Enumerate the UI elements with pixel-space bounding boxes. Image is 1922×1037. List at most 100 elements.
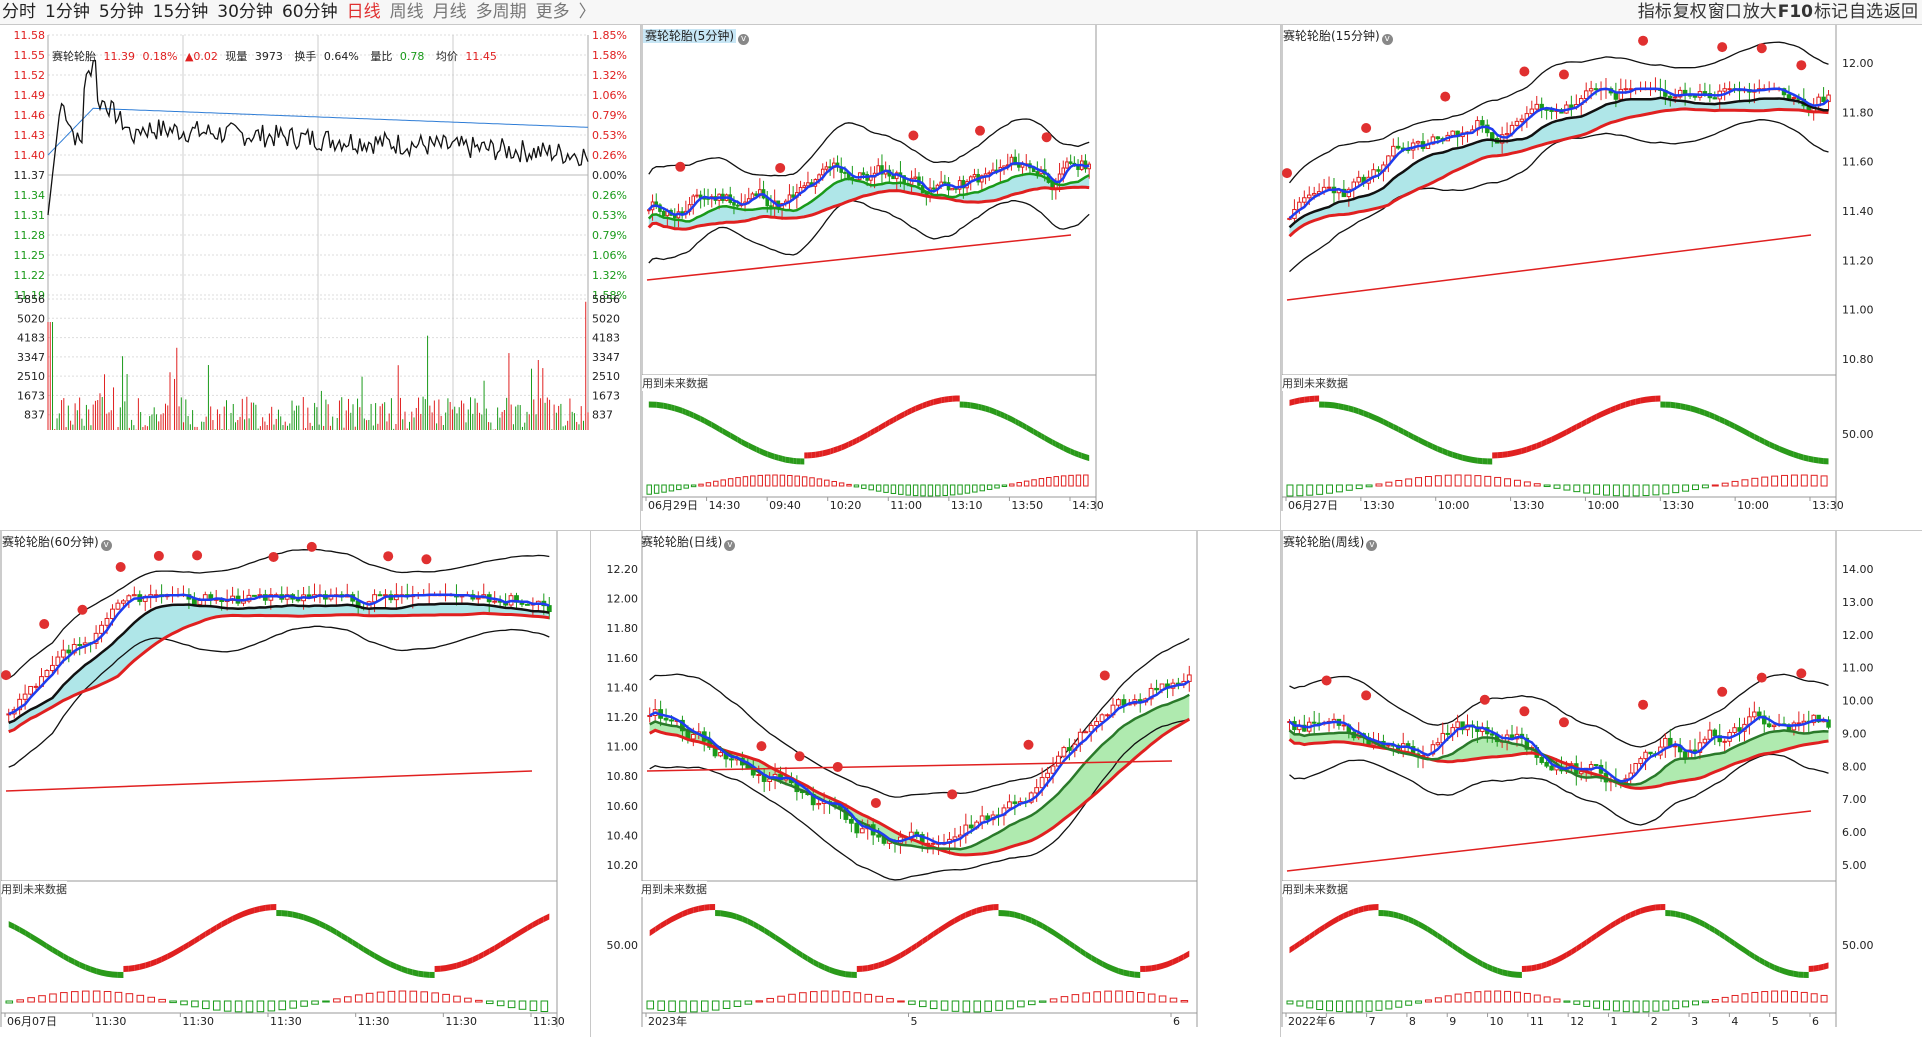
tab-4[interactable]: 30分钟 [217, 2, 273, 22]
more-arrow-icon[interactable]: 〉 [578, 2, 596, 22]
oscillator-segment [1004, 910, 1010, 917]
oscillator-segment [778, 454, 783, 462]
tool-2[interactable]: 窗口 [1707, 2, 1742, 22]
tool-0[interactable]: 指标 [1637, 2, 1672, 22]
signal-marker-icon [39, 619, 50, 630]
histogram-bar [929, 1000, 938, 1010]
panel-menu-icon[interactable]: v [1366, 540, 1378, 551]
tool-5[interactable]: 标记 [1814, 2, 1848, 22]
histogram-bar [1001, 484, 1008, 487]
panel-menu-icon[interactable]: v [738, 34, 749, 45]
panel-weekly[interactable]: 赛轮轮胎(周线)v 用到未来数据 12.0011.7511.5011.2511.… [1281, 531, 1922, 1037]
band-fill [8, 603, 550, 732]
histogram-bar [1434, 475, 1442, 487]
intraday-chart[interactable]: 11.58 1.85% 11.55 1.58% 11.52 1.32% 11.49 1.06%… [0, 25, 640, 530]
tool-3[interactable]: 放大 [1742, 2, 1777, 22]
candle-body [848, 818, 854, 824]
histogram-bar [1553, 484, 1561, 489]
kline-chart-5min[interactable]: 06月29日 14:30 09:40 10:20 11:00 13:10 13:50 14:3… [641, 25, 1280, 530]
oscillator-segment [819, 450, 823, 458]
oscillator-segment [848, 439, 853, 448]
oscillator-segment [1769, 441, 1775, 450]
oscillator-segment [1314, 395, 1320, 402]
oscillator-segment [543, 913, 550, 923]
candle-body [1076, 165, 1080, 170]
panel-menu-icon[interactable]: v [100, 540, 112, 551]
oscillator-segment [1334, 402, 1339, 410]
candle-body [669, 719, 674, 722]
histogram-bar [147, 996, 156, 1003]
panel-5min[interactable]: 赛轮轮胎(5分钟) v 用到未来数据 06月29日 14:30 09:40 10:20 1… [641, 25, 1280, 530]
oscillator-segment [987, 904, 994, 911]
row-divider [0, 530, 1922, 531]
panel-title: 赛轮轮胎(周线) v [1283, 533, 1378, 551]
histogram-bar [1068, 474, 1074, 487]
oscillator-segment [1304, 396, 1310, 403]
tool-7[interactable]: 返回 [1884, 2, 1918, 22]
price-tick: 11.49 [14, 89, 46, 102]
tab-0[interactable]: 分时 [2, 2, 36, 22]
oscillator-segment [1487, 963, 1493, 972]
histogram-bar [657, 1000, 665, 1011]
oscillator-segment [1615, 403, 1621, 412]
panel-15min[interactable]: 赛轮轮胎(15分钟)v 用到未来数据 12.0011.9011.8011.701… [1281, 25, 1922, 530]
panel-menu-icon[interactable]: v [1381, 34, 1393, 45]
candle-body [1065, 161, 1069, 169]
tab-9[interactable]: 多周期 [475, 2, 527, 22]
tab-5[interactable]: 60分钟 [281, 2, 338, 22]
histogram-bar [690, 1000, 698, 1013]
oscillator-segment [741, 438, 745, 447]
panel-daily[interactable]: 赛轮轮胎(日线) v 用到未来数据 12.20 12.00 11.80 11.60 11.… [591, 531, 1280, 1037]
tab-6[interactable]: 日线 [346, 2, 381, 22]
oscillator-segment [771, 452, 775, 460]
band-fill [649, 694, 1190, 855]
tab-7[interactable]: 周线 [389, 2, 424, 22]
tab-2[interactable]: 5分钟 [98, 2, 144, 22]
intraday-panel[interactable]: 赛轮轮胎 11.39 0.18% ▲0.02 现量 3973 换手 0.64% … [0, 25, 640, 530]
tool-1[interactable]: 复权 [1672, 2, 1707, 22]
oscillator-segment [1373, 904, 1379, 911]
histogram-bar [376, 991, 385, 1003]
oscillator-segment [1162, 961, 1168, 969]
oscillator-segment [1734, 423, 1740, 432]
candle-body [824, 166, 829, 170]
kline-chart-15min[interactable]: 12.0011.9011.8011.7011.6011.5011.4011.30… [1281, 25, 1922, 530]
kline-chart-weekly[interactable]: 12.0011.7511.5011.2511.0010.7510.5010.25… [1281, 531, 1922, 1037]
histogram-bar [1395, 479, 1403, 487]
oscillator-segment [804, 452, 808, 459]
oscillator-segment [1769, 962, 1775, 971]
oscillator-segment [1025, 915, 1032, 924]
oscillator-segment [841, 443, 845, 451]
panel-menu-icon[interactable]: v [724, 540, 736, 551]
candle-body [1061, 167, 1066, 175]
price-tick: 11.00 [607, 741, 639, 754]
tab-10[interactable]: 更多 [535, 2, 570, 22]
candle-body [1593, 764, 1599, 767]
oscillator-segment [1655, 395, 1661, 402]
tab-1[interactable]: 1分钟 [45, 2, 90, 22]
histogram-bar [333, 998, 341, 1003]
oscillator-segment [1289, 398, 1295, 406]
signal-marker-icon [1796, 668, 1807, 679]
avg-label: 均价 [435, 50, 458, 63]
tab-8[interactable]: 月线 [432, 2, 467, 22]
kline-chart-daily[interactable]: 12.20 12.00 11.80 11.60 11.40 11.20 11.00 10.80… [591, 531, 1280, 1037]
histogram-bar [1415, 477, 1423, 487]
tool-6[interactable]: 自选 [1849, 2, 1883, 22]
oscillator-segment [1309, 395, 1315, 403]
oscillator-segment [1418, 920, 1423, 930]
histogram-bar [1741, 479, 1749, 487]
oscillator-segment [1000, 411, 1005, 419]
oscillator-segment [1774, 964, 1780, 973]
tab-3[interactable]: 15分钟 [152, 2, 209, 22]
panel-60min[interactable]: 赛轮轮胎(60分钟) v 用到未来数据 06月07日 11:30 11:30 11:30… [0, 531, 590, 1037]
oscillator-segment [731, 912, 737, 920]
tool-4[interactable]: F10 [1777, 2, 1813, 22]
histogram-bar [962, 1000, 971, 1013]
histogram-bar [864, 993, 873, 1003]
histogram-bar [722, 1000, 731, 1009]
oscillator-segment [882, 421, 886, 430]
oscillator-segment [1348, 405, 1354, 413]
oscillator-segment [1606, 922, 1611, 933]
kline-chart-60min[interactable]: 06月07日 11:30 11:30 11:30 11:30 11:30 11:30 [0, 531, 590, 1037]
